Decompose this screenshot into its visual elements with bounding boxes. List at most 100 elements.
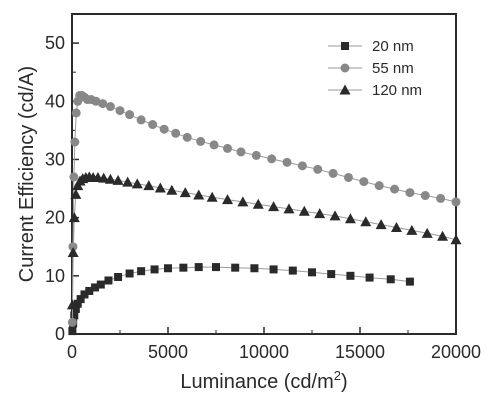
data-point — [143, 180, 155, 191]
x-axis-label-main: Luminance (cd/m — [180, 371, 333, 393]
data-point — [297, 161, 307, 171]
data-point — [450, 234, 462, 245]
y-tick-label: 50 — [45, 33, 65, 53]
data-point — [390, 184, 400, 194]
series-circle — [67, 90, 461, 327]
data-point — [71, 108, 81, 118]
data-point — [68, 212, 80, 223]
series-line — [71, 266, 410, 332]
series-square — [68, 263, 414, 336]
data-point — [125, 269, 134, 278]
data-point — [329, 210, 341, 221]
data-point — [360, 216, 372, 227]
data-point — [327, 270, 336, 279]
data-point — [209, 140, 219, 150]
data-point — [112, 174, 124, 185]
series-line — [71, 95, 457, 323]
legend-marker — [341, 42, 349, 50]
data-point — [288, 266, 297, 275]
series-triangle — [66, 171, 462, 310]
data-point — [194, 263, 203, 272]
x-tick-label: 20000 — [431, 342, 481, 362]
data-point — [76, 295, 85, 304]
data-point — [70, 311, 79, 320]
data-point — [171, 128, 181, 138]
data-point — [85, 286, 94, 295]
legend: 20 nm 55 nm 120 nm — [328, 38, 422, 99]
data-point — [182, 132, 192, 142]
data-point — [159, 124, 169, 134]
legend-marker — [340, 63, 350, 73]
x-tick-label: 15000 — [335, 342, 385, 362]
data-point — [196, 136, 206, 146]
data-point — [148, 120, 158, 130]
data-point — [231, 263, 240, 272]
legend-label: 120 nm — [372, 82, 422, 99]
data-point — [375, 219, 387, 230]
data-point — [282, 157, 292, 167]
y-tick-label: 30 — [45, 149, 65, 169]
data-point — [131, 178, 143, 189]
x-tick-label: 0 — [67, 342, 77, 362]
data-point — [298, 205, 310, 216]
data-point — [70, 188, 82, 199]
y-tick-label: 10 — [45, 266, 65, 286]
data-point — [223, 143, 233, 153]
data-point — [405, 188, 415, 198]
data-point — [390, 222, 402, 233]
y-tick-label: 20 — [45, 208, 65, 228]
legend-item: 120 nm — [328, 82, 422, 99]
data-point — [80, 290, 89, 299]
data-point — [365, 273, 374, 282]
series-line — [71, 176, 457, 305]
data-point — [343, 172, 353, 182]
data-point — [104, 276, 113, 285]
data-point — [405, 277, 414, 286]
x-axis-label-superscript: 2 — [334, 368, 341, 383]
data-point — [166, 184, 178, 195]
data-point — [179, 263, 188, 272]
data-point — [137, 267, 146, 276]
data-point — [150, 265, 159, 274]
data-series — [66, 90, 462, 336]
data-point — [67, 317, 77, 327]
data-point — [252, 198, 264, 209]
data-point — [436, 193, 446, 203]
data-point — [236, 147, 246, 157]
data-point — [344, 213, 356, 224]
data-point — [212, 263, 220, 272]
data-point — [68, 327, 77, 336]
data-point — [314, 208, 326, 219]
data-point — [421, 227, 433, 238]
data-point — [237, 196, 249, 207]
data-point — [346, 271, 355, 280]
data-point — [91, 283, 100, 292]
data-point — [268, 201, 280, 212]
x-tick-label: 5000 — [148, 342, 188, 362]
data-point — [222, 194, 234, 205]
data-point — [437, 230, 449, 241]
data-point — [251, 150, 261, 160]
data-point — [98, 172, 110, 183]
data-point — [308, 268, 316, 277]
data-point — [104, 173, 116, 184]
data-point — [420, 191, 430, 201]
data-point — [115, 106, 125, 116]
data-point — [193, 189, 205, 200]
data-point — [179, 187, 191, 198]
data-point — [386, 275, 395, 284]
x-axis-label: Luminance (cd/m2) — [180, 368, 347, 393]
data-point — [250, 264, 259, 273]
y-tick-label: 40 — [45, 91, 65, 111]
data-point — [69, 172, 79, 182]
data-point — [105, 102, 115, 112]
x-axis-label-suffix: ) — [341, 371, 348, 393]
data-point — [164, 264, 172, 273]
data-point — [73, 299, 82, 308]
data-point — [122, 176, 134, 187]
data-point — [136, 115, 146, 125]
data-point — [125, 110, 135, 120]
data-point — [328, 168, 338, 178]
legend-label: 20 nm — [372, 38, 414, 55]
